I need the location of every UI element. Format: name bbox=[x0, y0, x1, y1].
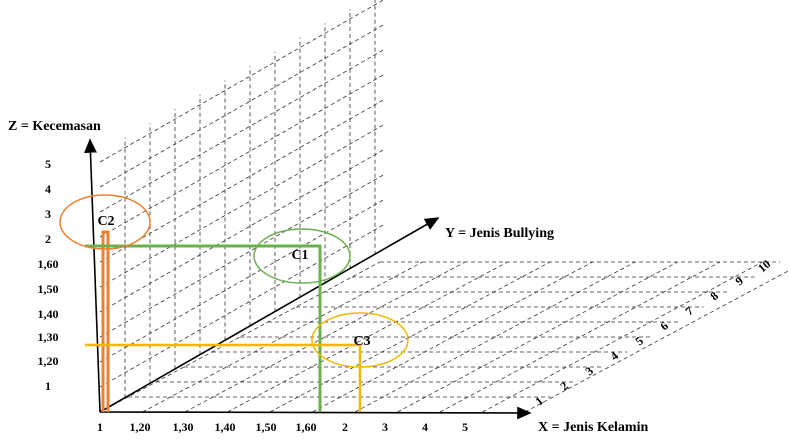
y-tick-label: 2 bbox=[557, 379, 571, 394]
c3-circle bbox=[311, 312, 409, 368]
x-tick-label: 1,40 bbox=[215, 420, 236, 434]
x-tick-label: 5 bbox=[462, 420, 468, 434]
c2-circle bbox=[59, 194, 151, 250]
y-tick-label: 1 bbox=[532, 394, 546, 409]
x-tick-label: 1,30 bbox=[173, 420, 194, 434]
y-tick-label: 8 bbox=[707, 289, 721, 304]
y-tick-label: 9 bbox=[732, 274, 746, 289]
y-tick-label: 3 bbox=[582, 364, 596, 379]
y-axis bbox=[99, 217, 440, 413]
z-tick-label: 2 bbox=[45, 232, 51, 246]
z-tick-label: 1,30 bbox=[38, 330, 59, 344]
z-axis bbox=[84, 138, 101, 413]
cluster-label: C3 bbox=[353, 334, 370, 349]
x-tick-label: 1,50 bbox=[256, 420, 277, 434]
c1-circle bbox=[253, 228, 351, 284]
z-tick-label: 1,50 bbox=[38, 282, 59, 296]
cluster-label: C1 bbox=[291, 248, 308, 263]
grid-line bbox=[184, 261, 466, 413]
axis-label: Y = Jenis Bullying bbox=[445, 226, 554, 241]
y-tick-label: 10 bbox=[755, 257, 773, 275]
z-tick-label: 1,20 bbox=[38, 354, 59, 368]
x-tick-label: 1,60 bbox=[296, 420, 317, 434]
z-tick-label: 3 bbox=[45, 207, 51, 221]
grid-line bbox=[524, 270, 789, 413]
c2-path bbox=[101, 230, 110, 412]
grid-line bbox=[99, 198, 386, 363]
z-tick-label: 5 bbox=[45, 157, 51, 171]
grid-line bbox=[99, 98, 386, 263]
grid-line bbox=[99, 0, 385, 163]
y-tick-label: 6 bbox=[657, 319, 671, 334]
grid-line bbox=[99, 23, 386, 188]
c1-path bbox=[85, 244, 322, 412]
grid-line bbox=[99, 48, 386, 213]
grid-line bbox=[354, 261, 636, 413]
grid-line bbox=[99, 223, 386, 388]
z-tick-label: 4 bbox=[45, 182, 51, 196]
x-tick-label: 1,20 bbox=[130, 420, 151, 434]
x-axis bbox=[99, 406, 532, 420]
y-tick-label: 4 bbox=[607, 349, 621, 364]
grid-line bbox=[99, 261, 381, 413]
grid-line bbox=[142, 261, 423, 413]
grid-line bbox=[482, 261, 763, 413]
grid-line bbox=[99, 73, 386, 238]
grid-line bbox=[99, 123, 386, 288]
x-tick-label: 3 bbox=[382, 420, 388, 434]
grid-line bbox=[227, 261, 508, 413]
grid-line bbox=[99, 173, 386, 338]
cluster-label: C2 bbox=[97, 214, 114, 229]
grid-line bbox=[99, 148, 386, 313]
x-tick-label: 1 bbox=[97, 420, 103, 434]
c3-path bbox=[85, 343, 362, 412]
z-tick-label: 1,40 bbox=[38, 307, 59, 321]
y-tick-label: 7 bbox=[682, 304, 696, 319]
grid-line bbox=[439, 261, 721, 413]
x-tick-label: 4 bbox=[422, 420, 428, 434]
axis-label: Z = Kecemasan bbox=[8, 119, 101, 134]
z-tick-label: 1 bbox=[45, 379, 51, 393]
y-tick-label: 5 bbox=[632, 334, 646, 349]
axis-label: X = Jenis Kelamin bbox=[538, 420, 648, 435]
z-tick-label: 1,60 bbox=[38, 257, 59, 271]
grid-line bbox=[269, 261, 551, 413]
x-tick-label: 2 bbox=[342, 420, 348, 434]
grid bbox=[99, 0, 789, 413]
grid-line bbox=[397, 261, 678, 413]
